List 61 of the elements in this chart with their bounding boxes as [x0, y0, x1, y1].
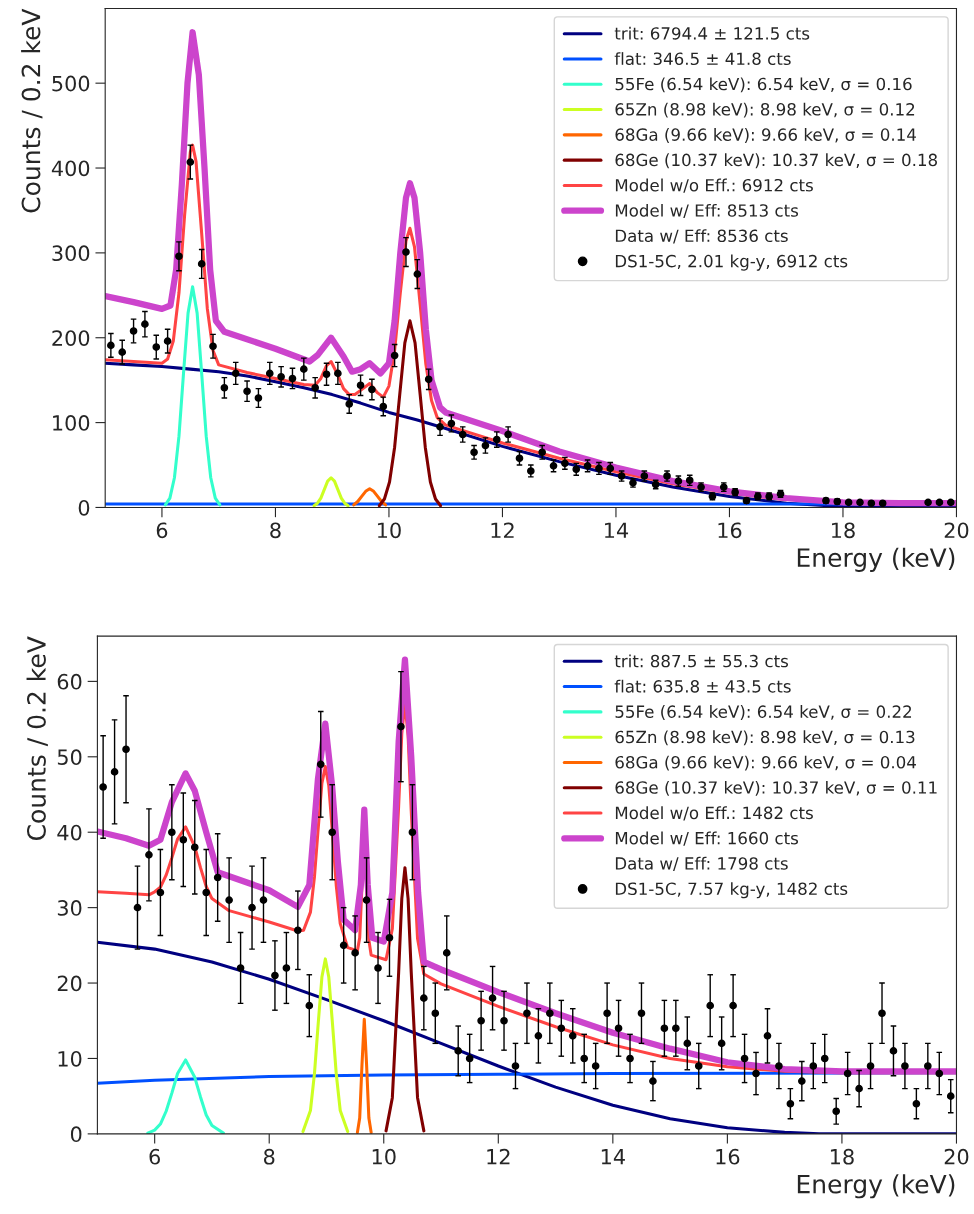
y-tick-label: 300 — [52, 245, 90, 262]
line-series — [377, 319, 443, 508]
x-tick-label: 14 — [604, 522, 629, 538]
x-tick-label: 14 — [601, 1149, 625, 1165]
legend-label: 68Ge (10.37 keV): 10.37 keV, σ = 0.11 — [615, 780, 937, 796]
legend-label: Model w/o Eff.: 1482 cts — [615, 806, 813, 821]
legend-label: DS1-5C, 7.57 kg-y, 1482 cts — [615, 882, 848, 899]
y-tick-label: 10 — [58, 1050, 82, 1067]
legend-label: 65Zn (8.98 keV): 8.98 keV, σ = 0.13 — [615, 730, 915, 746]
x-tick-label: 20 — [944, 1148, 969, 1165]
y-tick-label: 50 — [57, 749, 82, 766]
legend-label: flat: 635.8 ± 43.5 cts — [614, 679, 791, 693]
line-series — [146, 1058, 225, 1134]
legend-label: Model w/ Eff: 8513 cts — [615, 203, 799, 219]
x-tick-label: 10 — [377, 522, 401, 539]
legend-label: Model w/ Eff: 1660 cts — [615, 831, 799, 846]
y-tick-label: 400 — [51, 160, 90, 177]
legend-label: flat: 346.5 ± 41.8 cts — [614, 52, 791, 66]
x-tick-label: 8 — [264, 1148, 275, 1165]
legend-label: trit: 6794.4 ± 121.5 cts — [614, 26, 810, 40]
x-tick-label: 6 — [149, 1148, 160, 1165]
y-tick-label: 20 — [57, 975, 82, 992]
legend-label: 68Ga (9.66 keV): 9.66 keV, σ = 0.14 — [615, 128, 916, 143]
legend-label: 68Ga (9.66 keV): 9.66 keV, σ = 0.04 — [615, 755, 916, 771]
y-tick-label: 40 — [57, 824, 82, 841]
legend-label: 65Zn (8.98 keV): 8.98 keV, σ = 0.12 — [615, 102, 915, 118]
y-tick-label: 500 — [52, 75, 90, 92]
y-tick-label: 30 — [57, 900, 82, 916]
x-tick-label: 16 — [718, 522, 742, 539]
y-tick-label: 200 — [52, 330, 90, 346]
legend-label: Model w/o Eff.: 6912 cts — [615, 178, 813, 193]
legend-label: 55Fe (6.54 keV): 6.54 keV, σ = 0.22 — [615, 705, 912, 720]
y-axis-title: Counts / 0.2 keV — [26, 636, 48, 841]
x-axis-title: Energy (keV) — [797, 547, 955, 572]
legend-label: trit: 887.5 ± 55.3 cts — [614, 654, 789, 668]
legend-label: 68Ge (10.37 keV): 10.37 keV, σ = 0.18 — [615, 153, 937, 169]
legend-label: 55Fe (6.54 keV): 6.54 keV, σ = 0.16 — [615, 77, 912, 93]
y-tick-label: 0 — [70, 1126, 82, 1143]
line-series — [312, 476, 350, 508]
annotation: Data w/ Eff: 8536 cts — [615, 229, 788, 244]
x-tick-label: 20 — [944, 522, 969, 539]
y-tick-label: 0 — [78, 499, 90, 516]
legend-label: DS1-5C, 2.01 kg-y, 6912 cts — [615, 254, 848, 271]
x-tick-label: 12 — [487, 1148, 510, 1165]
x-tick-label: 10 — [372, 1148, 396, 1165]
annotation: Data w/ Eff: 1798 cts — [615, 856, 788, 872]
x-tick-label: 16 — [716, 1148, 740, 1165]
x-tick-label: 8 — [270, 522, 281, 539]
line-series — [352, 487, 388, 507]
y-axis-title: Counts / 0.2 keV — [21, 8, 43, 213]
x-tick-label: 18 — [830, 1148, 854, 1165]
x-tick-label: 12 — [491, 522, 514, 538]
x-tick-label: 6 — [156, 522, 168, 539]
x-axis-title: Energy (keV) — [797, 1174, 955, 1199]
y-tick-label: 60 — [57, 673, 82, 690]
x-tick-label: 18 — [832, 522, 855, 539]
line-series — [301, 957, 350, 1134]
y-tick-label: 100 — [53, 415, 90, 431]
line-series — [355, 1017, 373, 1134]
line-series — [163, 285, 222, 507]
line-series — [384, 866, 426, 1133]
